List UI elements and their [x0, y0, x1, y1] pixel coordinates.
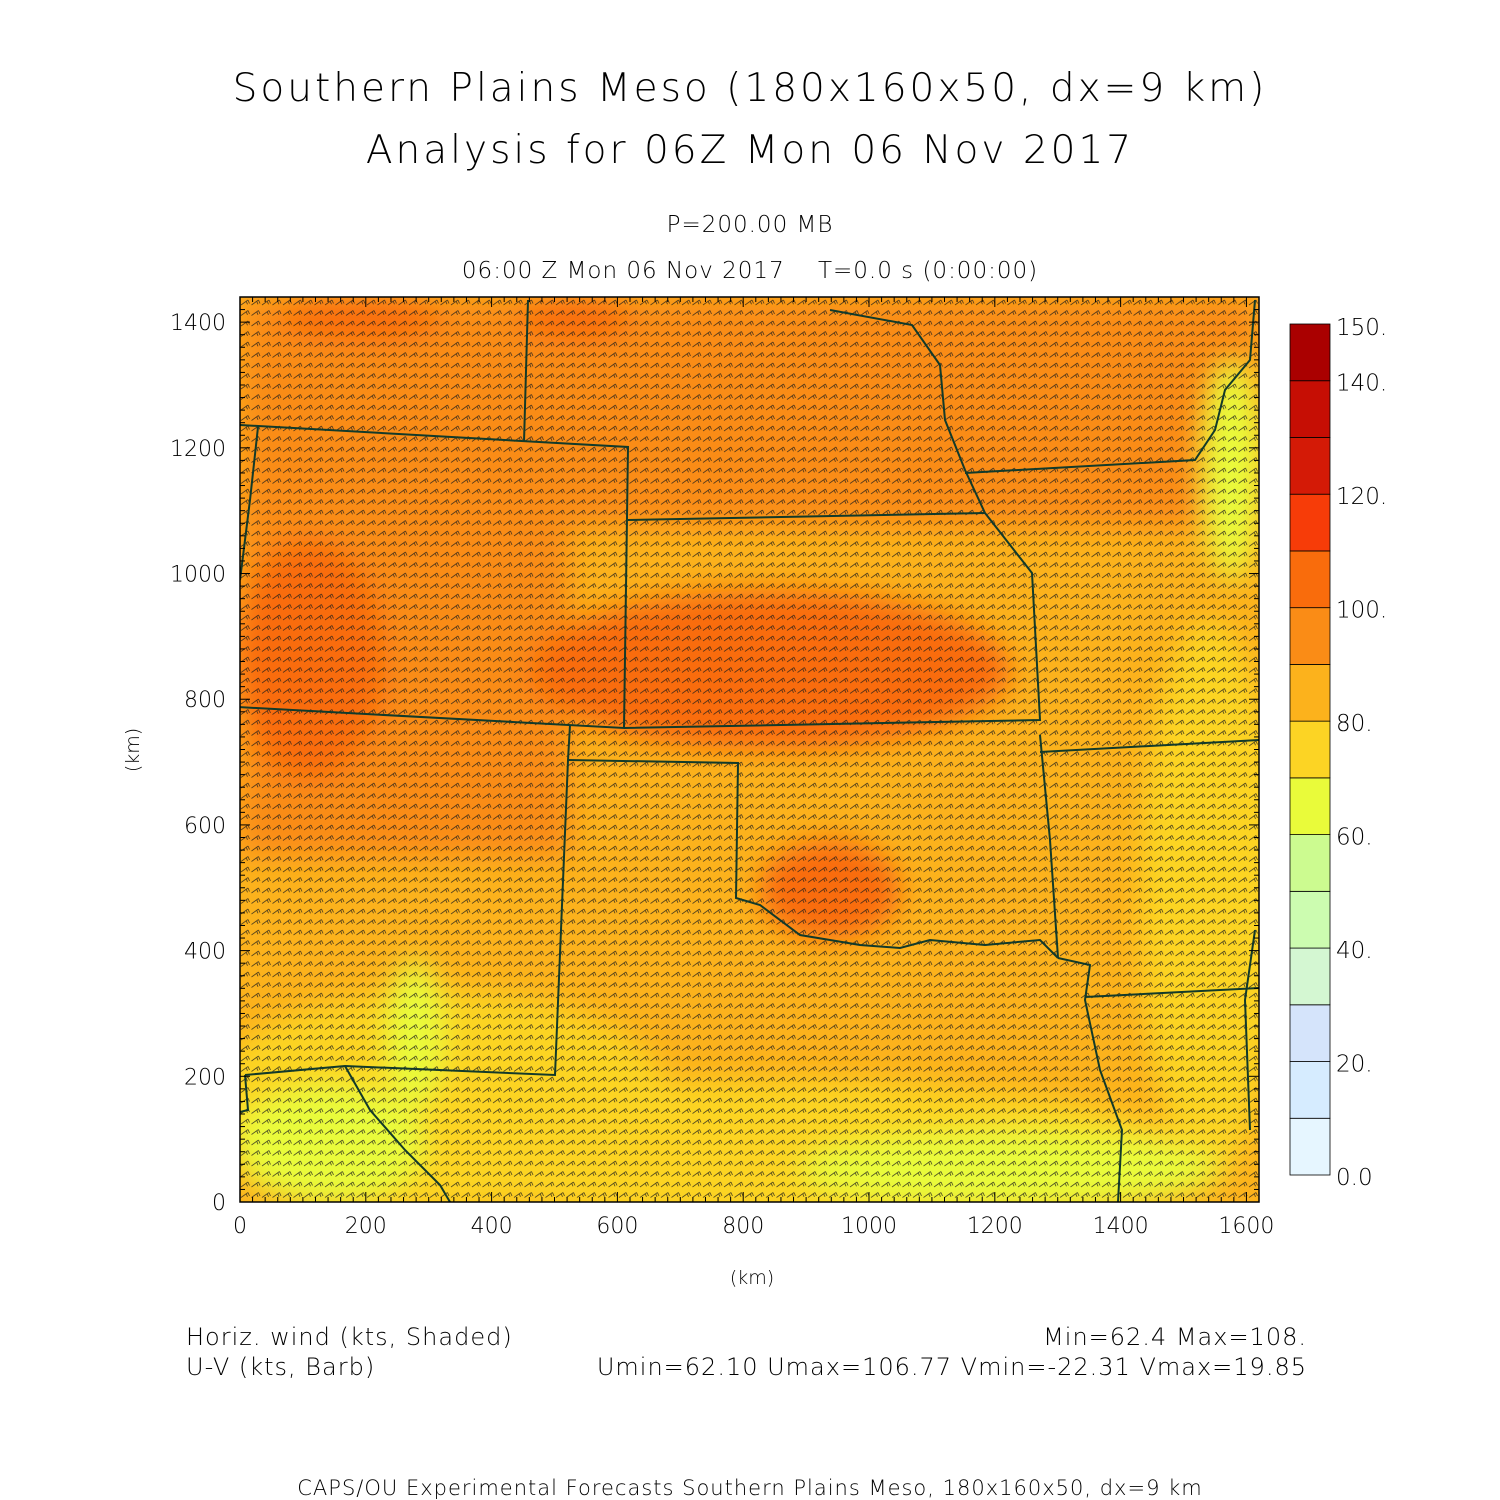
louisiana-border [1084, 987, 1259, 998]
nebraska-east-border [623, 512, 1042, 729]
y-tick-label: 1400 [170, 311, 226, 336]
x-tick-label: 200 [345, 1214, 387, 1239]
x-tick-label: 1000 [841, 1214, 897, 1239]
mississippi-river [1243, 929, 1256, 1131]
colorbar-swatch [1289, 323, 1331, 382]
footer-credit: CAPS/OU Experimental Forecasts Southern … [297, 1476, 1203, 1500]
colorbar-swatch [1289, 380, 1331, 438]
colorbar-label: 140. [1336, 371, 1387, 397]
missouri-river-north [829, 309, 986, 514]
x-tick-label: 1600 [1218, 1214, 1274, 1239]
x-tick-label: 0 [233, 1214, 247, 1239]
colorbar-swatch [1289, 1117, 1331, 1176]
arkansas-border [1039, 739, 1259, 753]
y-tick-label: 0 [212, 1191, 226, 1216]
y-tick-label: 1200 [170, 437, 226, 462]
x-tick-label: 400 [471, 1214, 513, 1239]
rio-grande [344, 1065, 451, 1202]
x-tick-label: 800 [722, 1214, 764, 1239]
valid-time: 06:00 Z Mon 06 Nov 2017 [461, 258, 785, 284]
west-edge-border [240, 426, 259, 581]
y-axis-label: (km) [122, 728, 144, 772]
state-borders [240, 299, 1259, 1202]
colorbar-label: 20. [1336, 1052, 1373, 1078]
model-time: T=0.0 s (0:00:00) [817, 258, 1039, 284]
colorbar-label: 150. [1336, 315, 1387, 341]
colorbar-swatch [1289, 607, 1331, 665]
valid-time-line: 06:00 Z Mon 06 Nov 2017 T=0.0 s (0:00:00… [0, 258, 1500, 284]
colorbar-swatch [1289, 834, 1331, 892]
y-tick-label: 800 [184, 688, 226, 713]
title-line-1: Southern Plains Meso (180x160x50, dx=9 k… [232, 66, 1268, 111]
colorbar-label: 40. [1336, 938, 1373, 964]
colorbar-swatch [1289, 1061, 1331, 1119]
colorbar-swatch [1289, 720, 1331, 779]
axis-ticks [239, 296, 1260, 1203]
legend-minmax: Min=62.4 Max=108. [1043, 1323, 1307, 1351]
x-axis-label: (km) [730, 1267, 774, 1289]
wyoming-nebraska-border [523, 299, 529, 443]
pressure-level: P=200.00 MB [666, 212, 834, 238]
colorbar-swatch [1289, 947, 1331, 1006]
axis-tick-labels: 0 200 400 600 800 1000 1200 1400 1600 0 200 400 600 8… [170, 311, 1274, 1239]
y-tick-label: 400 [184, 940, 226, 965]
colorbar-label: 120. [1336, 484, 1387, 510]
iowa-south-border [964, 299, 1256, 474]
colorbar-swatch [1289, 550, 1331, 609]
southwest-border [240, 1074, 250, 1113]
colorbar: 0.0 20. 40. 60. 80. 100. 120. 140. 150. [1289, 315, 1387, 1191]
oklahoma-east-border [1039, 734, 1059, 959]
colorbar-label: 100. [1336, 598, 1387, 624]
x-tick-label: 600 [596, 1214, 638, 1239]
colorbar-label: 80. [1336, 711, 1373, 737]
colorbar-swatch [1289, 493, 1331, 552]
colorbar-label: 0.0 [1336, 1165, 1373, 1191]
wind-speed-field [240, 297, 1259, 1202]
nebraska-kansas-border [627, 512, 986, 521]
y-tick-label: 600 [184, 814, 226, 839]
colorbar-swatch [1289, 664, 1331, 722]
y-tick-label: 200 [184, 1065, 226, 1090]
oklahoma-panhandle [567, 759, 1059, 959]
colorado-border [240, 424, 630, 730]
legend-shaded: Horiz. wind (kts, Shaded) [186, 1323, 513, 1351]
colorbar-swatch [1289, 777, 1331, 835]
legend-barb: U-V (kts, Barb) [186, 1353, 376, 1381]
colorbar-label: 60. [1336, 825, 1373, 851]
red-river-east [1057, 957, 1124, 1202]
x-tick-label: 1200 [967, 1214, 1023, 1239]
colorbar-swatch [1289, 1004, 1331, 1062]
title-line-2: Analysis for 06Z Mon 06 Nov 2017 [365, 128, 1135, 173]
x-tick-label: 1400 [1093, 1214, 1149, 1239]
colorbar-swatch [1289, 890, 1331, 949]
colorbar-swatch [1289, 437, 1331, 495]
new-mexico-border [244, 724, 571, 1077]
legend-uv-stats: Umin=62.10 Umax=106.77 Vmin=-22.31 Vmax=… [596, 1353, 1307, 1381]
wind-map-figure: 0 200 400 600 800 1000 1200 1400 1600 0 200 400 600 8… [122, 296, 1387, 1289]
y-tick-label: 1000 [170, 563, 226, 588]
